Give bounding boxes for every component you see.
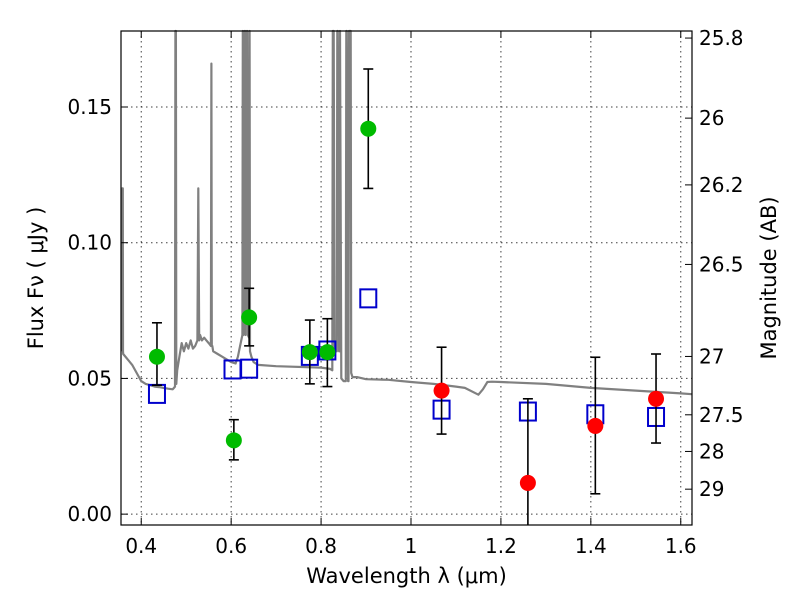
- x-tick-label: 0.4: [125, 534, 157, 558]
- green-point: [148, 348, 165, 365]
- right-axis-title: Magnitude (AB): [757, 196, 781, 359]
- red-point: [587, 417, 604, 434]
- right-tick-label: 25.8: [699, 26, 744, 50]
- x-tick-label: 0.8: [305, 534, 337, 558]
- right-tick-label: 28: [699, 439, 724, 463]
- green-point: [225, 432, 242, 449]
- right-tick-label: 27.5: [699, 403, 744, 427]
- y-axis-title: Flux Fν ( μJy ): [24, 207, 48, 350]
- right-tick-label: 26.2: [699, 173, 744, 197]
- x-tick-label: 1: [405, 534, 418, 558]
- right-tick-label: 27: [699, 344, 724, 368]
- marker-layer: [147, 68, 666, 525]
- y-tick-label: 0.05: [67, 366, 112, 390]
- model-flux-square: [240, 358, 259, 379]
- right-tick-label: 26.5: [699, 252, 744, 276]
- right-tick-label: 26: [699, 106, 724, 130]
- x-tick-label: 0.6: [215, 534, 247, 558]
- green-point: [319, 344, 336, 361]
- red-point: [519, 474, 536, 491]
- y-tick-label: 0.10: [67, 231, 112, 255]
- red-point: [433, 382, 450, 399]
- model-spectrum-layer: [120, 29, 693, 396]
- x-axis-title: Wavelength λ (μm): [306, 564, 507, 588]
- model-spectrum-line: [120, 29, 693, 396]
- right-tick-label: 29: [699, 477, 724, 501]
- grid: [121, 31, 692, 525]
- x-tick-label: 1.4: [575, 534, 607, 558]
- x-tick-label: 1.6: [665, 534, 697, 558]
- green-point: [360, 120, 377, 137]
- plot-frame: [120, 30, 693, 526]
- ticks: 0.4 0.6 0.8 1 1.2 1.4 1.6 0.00 0.05 0.10 0.15 25.8 2…: [67, 26, 743, 558]
- y-tick-label: 0.15: [67, 95, 112, 119]
- red-point: [648, 390, 665, 407]
- model-flux-square: [359, 288, 378, 309]
- green-point: [241, 309, 258, 326]
- y-tick-label: 0.00: [67, 502, 112, 526]
- green-point: [301, 344, 318, 361]
- x-tick-label: 1.2: [485, 534, 517, 558]
